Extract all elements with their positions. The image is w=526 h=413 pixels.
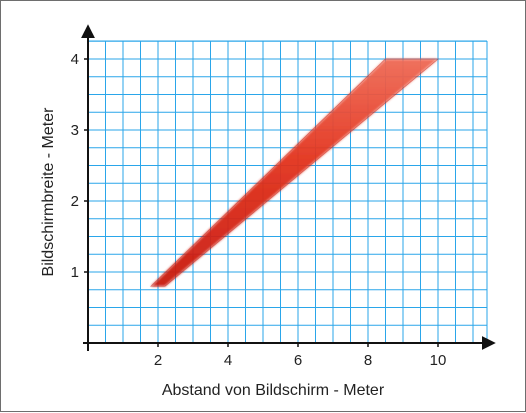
x-tick-label: 8 (364, 352, 372, 369)
y-axis-title: Bildschirmbreite - Meter (40, 107, 57, 277)
y-tick-label: 4 (71, 51, 79, 68)
band-area (151, 59, 438, 287)
grid-lines (87, 40, 488, 344)
x-tick-label: 10 (430, 352, 447, 369)
x-tick-label: 2 (154, 352, 162, 369)
y-tick-label: 1 (71, 264, 79, 281)
axes (81, 24, 496, 351)
y-tick-label: 2 (71, 193, 79, 210)
y-tick-label: 3 (71, 122, 79, 139)
x-tick-label: 4 (224, 352, 232, 369)
x-tick-label: 6 (294, 352, 302, 369)
x-axis-title: Abstand von Bildschirm - Meter (162, 382, 385, 399)
band-layer (150, 58, 440, 287)
band-outline (150, 58, 440, 287)
